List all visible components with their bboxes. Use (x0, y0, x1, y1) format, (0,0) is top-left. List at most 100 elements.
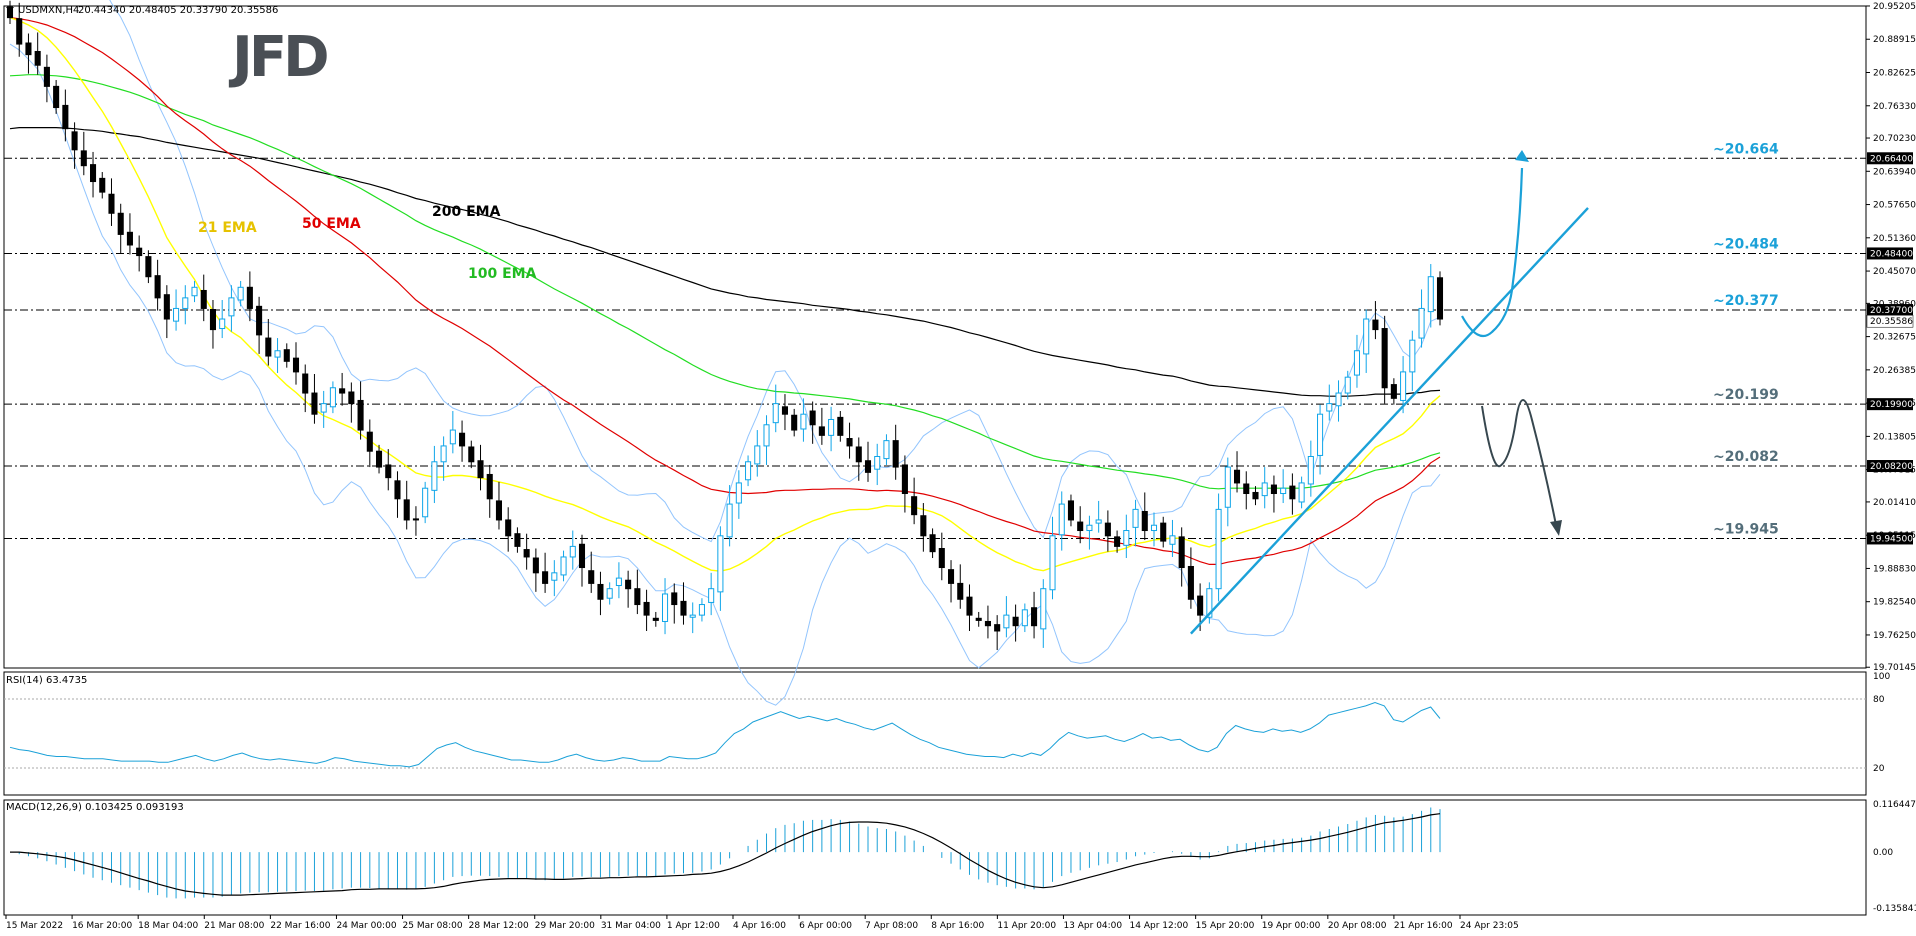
chart-header-ohlc: 20.44340 20.48405 20.33790 20.35586 (78, 5, 278, 16)
candle-body (394, 480, 401, 500)
x-axis-tick-label: 15 Apr 20:00 (1196, 921, 1255, 931)
candle-body (597, 583, 604, 600)
candle-body (449, 429, 456, 445)
x-axis-tick-label: 8 Apr 16:00 (931, 921, 984, 931)
level-price-tag (1867, 398, 1913, 411)
level-price-tag-label: 20.66400 (1870, 154, 1913, 164)
y-axis-tick-label: 20.88915 (1873, 35, 1916, 45)
candle-body (117, 212, 124, 235)
candle-body (1160, 522, 1167, 542)
rsi-title: RSI(14) 63.4735 (6, 675, 87, 686)
candle-body (329, 387, 336, 408)
uptrend-line (1190, 207, 1589, 635)
bearish-path-arrow (1481, 399, 1557, 526)
candle-body (173, 307, 180, 322)
rsi-pane-frame (3, 671, 1867, 796)
candle-body (1261, 482, 1268, 497)
candle-body (745, 461, 752, 481)
candle-body (1270, 484, 1277, 495)
candle-body (800, 413, 807, 430)
candle-body (163, 294, 170, 320)
candle-body (1150, 524, 1158, 532)
ema-label-ema50: 50 EMA (302, 216, 361, 232)
candle-body (71, 131, 78, 151)
candle-body (883, 440, 890, 460)
y-axis-tick-label: 20.51360 (1873, 234, 1916, 244)
main-pane-frame (3, 5, 1867, 669)
logo-jfd: JFD (228, 25, 327, 90)
candle-body (302, 373, 309, 394)
candle-body (1077, 521, 1084, 532)
y-axis-tick-label: 20.95205 (1873, 2, 1916, 12)
bollinger-upper-band (109, 0, 1441, 543)
candle-body (698, 604, 705, 616)
candle-body (569, 545, 576, 558)
candle-body (994, 624, 1001, 632)
candle-body (532, 557, 539, 574)
candle-body (219, 318, 226, 330)
candle-body (1390, 384, 1397, 399)
x-axis-tick-label: 31 Mar 04:00 (601, 921, 661, 931)
candle-body (671, 592, 678, 606)
candle-body (357, 399, 364, 431)
candle-body (126, 231, 133, 246)
candle-body (1049, 535, 1056, 591)
candle-body (25, 42, 32, 56)
candle-body (708, 588, 715, 603)
rsi-axis-label: 80 (1873, 695, 1885, 705)
x-axis-tick-label: 6 Apr 00:00 (799, 921, 852, 931)
y-axis-tick-label: 20.82625 (1873, 68, 1916, 78)
x-axis-tick-label: 15 Mar 2022 (6, 921, 63, 931)
candle-body (505, 519, 512, 537)
y-axis-tick-label: 20.70230 (1873, 134, 1916, 144)
y-axis-tick-label: 20.32675 (1873, 333, 1916, 343)
candle-body (606, 588, 613, 599)
candle-body (514, 533, 521, 547)
candle-body (560, 556, 567, 576)
candle-body (1289, 485, 1296, 500)
candle-body (53, 85, 60, 109)
bullish-arrow-head-icon (1515, 150, 1529, 162)
candle-body (855, 446, 862, 463)
ema-200-line (9, 126, 1441, 397)
x-axis-tick-label: 19 Apr 00:00 (1262, 921, 1321, 931)
candle-body (348, 391, 355, 405)
candle-body (1058, 503, 1065, 536)
level-label: ~20.082 (1713, 449, 1779, 465)
candle-body (975, 617, 982, 621)
candle-body (542, 571, 549, 584)
x-axis-tick-label: 25 Mar 08:00 (403, 921, 463, 931)
candle-body (634, 588, 641, 606)
candle-body (643, 601, 650, 616)
candle-body (588, 570, 595, 584)
candle-body (1114, 536, 1121, 547)
x-axis-tick-label: 14 Apr 12:00 (1130, 921, 1189, 931)
x-axis-tick-label: 1 Apr 12:00 (667, 921, 720, 931)
y-axis-tick-label: 20.13805 (1873, 432, 1916, 442)
candle-body (422, 487, 429, 518)
macd-pane-frame (3, 799, 1867, 916)
candle-body (1187, 565, 1194, 600)
macd-signal-line (10, 813, 1441, 896)
candle-body (911, 496, 918, 516)
candle-body (6, 6, 14, 19)
candle-body (901, 464, 908, 495)
candle-body (1243, 483, 1250, 495)
level-label: ~20.664 (1713, 141, 1779, 157)
candle-body (1095, 519, 1102, 524)
x-axis-tick-label: 28 Mar 12:00 (469, 921, 529, 931)
candle-body (1335, 392, 1342, 407)
candle-body (1003, 614, 1010, 629)
rsi-line (9, 701, 1441, 768)
x-axis-tick-label: 4 Apr 16:00 (733, 921, 786, 931)
bearish-arrow-head-icon (1550, 520, 1562, 536)
candle-body (947, 569, 955, 584)
candle-body (136, 247, 143, 257)
candle-body (1132, 508, 1139, 528)
candle-body (689, 614, 696, 618)
candle-body (929, 534, 936, 553)
candle-body (809, 410, 816, 426)
candle-body (237, 286, 244, 301)
candle-body (578, 543, 586, 569)
